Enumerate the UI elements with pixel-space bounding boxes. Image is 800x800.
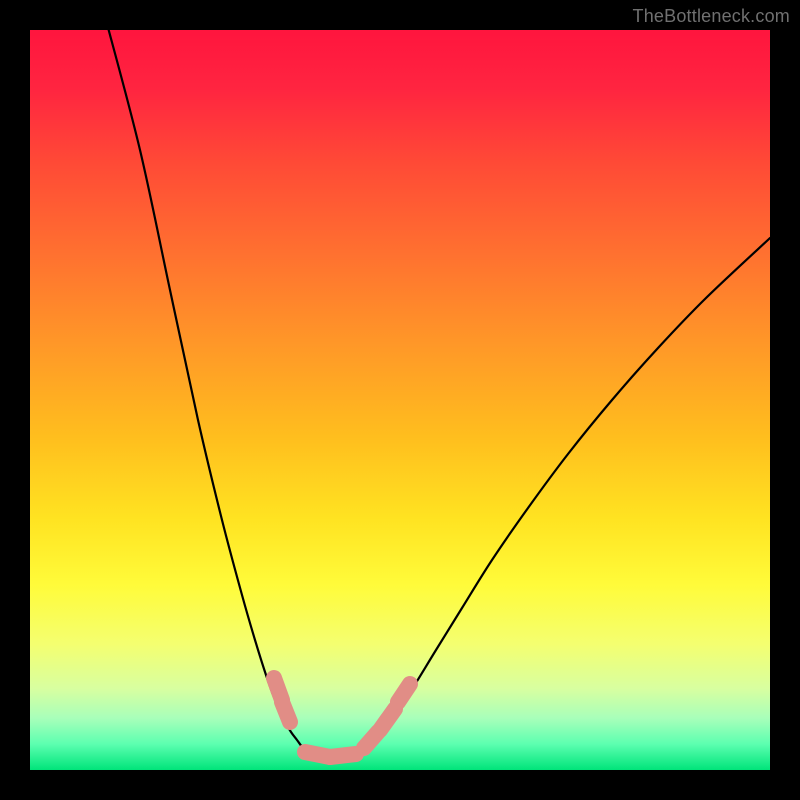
plot-area (30, 30, 770, 770)
valley-marker (282, 702, 290, 722)
bottleneck-curve (106, 30, 770, 757)
valley-marker (330, 754, 356, 757)
watermark-text: TheBottleneck.com (633, 6, 790, 27)
valley-marker (398, 684, 410, 702)
curve-layer (30, 30, 770, 770)
valley-marker (380, 709, 395, 730)
